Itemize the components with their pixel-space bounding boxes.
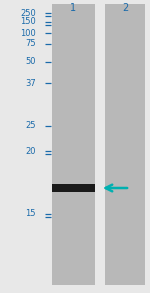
- Bar: [52, 184, 95, 192]
- Bar: [52, 4, 95, 285]
- Bar: [105, 4, 145, 285]
- Text: 250: 250: [20, 8, 36, 18]
- Text: 75: 75: [25, 40, 36, 49]
- Text: 150: 150: [20, 18, 36, 26]
- Text: 1: 1: [70, 3, 76, 13]
- Text: 15: 15: [26, 209, 36, 219]
- Text: 37: 37: [25, 79, 36, 88]
- Text: 20: 20: [26, 146, 36, 156]
- Text: 100: 100: [20, 28, 36, 38]
- Text: 25: 25: [26, 122, 36, 130]
- Text: 2: 2: [122, 3, 128, 13]
- Text: 50: 50: [26, 57, 36, 67]
